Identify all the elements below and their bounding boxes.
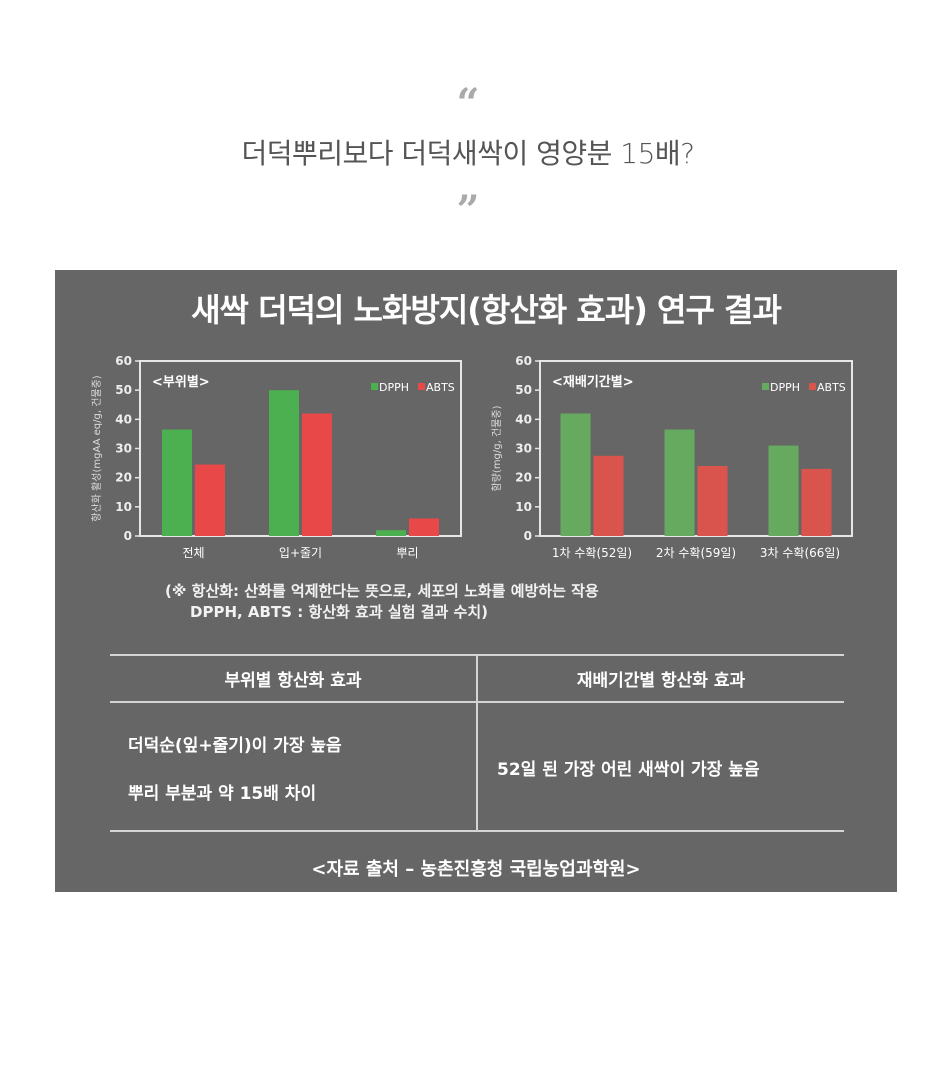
y-tick-label: 30 bbox=[515, 442, 532, 456]
legend-label: DPPH bbox=[379, 381, 409, 394]
y-tick-label: 0 bbox=[124, 529, 132, 543]
chart-by-part: 0 10 20 30 40 50 60 항산화 활성(mgAA eq/g, 건물중) <부위별>… bbox=[80, 352, 465, 567]
y-tick-label: 10 bbox=[515, 500, 532, 514]
table-cell: 더덕순(잎+줄기)이 가장 높음 bbox=[128, 736, 342, 756]
bar bbox=[376, 530, 406, 536]
research-panel: 새싹 더덕의 노화방지(항산화 효과) 연구 결과 0 10 20 30 40 50 60 항… bbox=[55, 270, 897, 892]
x-tick-label: 3차 수확(66일) bbox=[760, 546, 840, 560]
legend-label: ABTS bbox=[817, 381, 846, 394]
table-divider bbox=[476, 654, 478, 832]
antioxidant-note: (※ 항산화: 산화를 억제한다는 뜻으로, 세포의 노화를 예방하는 작용 D… bbox=[165, 581, 599, 623]
bar bbox=[560, 413, 591, 536]
table-cell: 뿌리 부분과 약 15배 차이 bbox=[128, 784, 317, 804]
source-credit: <자료 출처 – 농촌진흥청 국립농업과학원> bbox=[311, 859, 641, 880]
bar bbox=[195, 464, 225, 536]
x-tick-label: 전체 bbox=[182, 546, 204, 560]
bar bbox=[409, 518, 439, 536]
y-tick-label: 60 bbox=[515, 354, 532, 368]
close-quote-icon: ” bbox=[456, 187, 480, 234]
legend-swatch bbox=[762, 383, 769, 390]
bar bbox=[162, 429, 192, 536]
bar-chart-svg: 0 10 20 30 40 50 60 항산화 활성(mgAA eq/g, 건물중) <부위별>… bbox=[90, 354, 462, 560]
legend-swatch bbox=[418, 383, 425, 390]
bar-chart-svg: 0 10 20 30 40 50 60 함량(mg/g, 건물중) <재배기간별> DPPH ABT… bbox=[491, 354, 853, 560]
chart-by-period: 0 10 20 30 40 50 60 함량(mg/g, 건물중) <재배기간별> DPPH ABT… bbox=[480, 352, 870, 567]
headline: 더덕뿌리보다 더덕새싹이 영양분 15배? bbox=[241, 137, 695, 170]
y-tick-label: 20 bbox=[515, 471, 532, 485]
bar bbox=[697, 466, 728, 536]
chart-title: <재배기간별> bbox=[552, 374, 634, 390]
chart-title: <부위별> bbox=[152, 374, 210, 390]
bar bbox=[302, 413, 332, 536]
table-header-by-part: 부위별 항산화 효과 bbox=[224, 671, 362, 691]
legend-swatch bbox=[371, 383, 378, 390]
x-tick-label: 입+줄기 bbox=[279, 546, 322, 560]
table-header-by-period: 재배기간별 항산화 효과 bbox=[576, 671, 746, 691]
y-tick-label: 60 bbox=[115, 354, 132, 368]
x-tick-label: 1차 수확(52일) bbox=[552, 546, 632, 560]
y-tick-label: 40 bbox=[115, 412, 132, 426]
y-tick-label: 40 bbox=[515, 412, 532, 426]
legend-label: DPPH bbox=[770, 381, 800, 394]
y-tick-label: 50 bbox=[515, 383, 532, 397]
bar bbox=[768, 445, 799, 536]
bar bbox=[269, 390, 299, 536]
y-tick-label: 20 bbox=[115, 471, 132, 485]
bar bbox=[801, 468, 832, 536]
table-cell: 52일 된 가장 어린 새싹이 가장 높음 bbox=[497, 760, 760, 780]
y-tick-label: 50 bbox=[115, 383, 132, 397]
y-tick-label: 10 bbox=[115, 500, 132, 514]
x-tick-label: 2차 수확(59일) bbox=[656, 546, 736, 560]
y-axis-label: 함량(mg/g, 건물중) bbox=[491, 405, 503, 491]
legend-label: ABTS bbox=[426, 381, 455, 394]
x-tick-label: 뿌리 bbox=[396, 546, 418, 560]
bar bbox=[664, 429, 695, 536]
y-axis-label: 항산화 활성(mgAA eq/g, 건물중) bbox=[90, 375, 103, 521]
bar bbox=[593, 455, 624, 536]
note-line-2: DPPH, ABTS : 항산화 효과 실험 결과 수치) bbox=[190, 603, 488, 621]
y-tick-label: 30 bbox=[115, 442, 132, 456]
summary-table: 부위별 항산화 효과 재배기간별 항산화 효과 더덕순(잎+줄기)이 가장 높음… bbox=[110, 654, 844, 832]
legend-swatch bbox=[809, 383, 816, 390]
y-tick-label: 0 bbox=[524, 529, 532, 543]
panel-title: 새싹 더덕의 노화방지(항산화 효과) 연구 결과 bbox=[191, 291, 782, 329]
open-quote-icon: “ bbox=[456, 80, 480, 127]
note-line-1: (※ 항산화: 산화를 억제한다는 뜻으로, 세포의 노화를 예방하는 작용 bbox=[165, 582, 599, 600]
